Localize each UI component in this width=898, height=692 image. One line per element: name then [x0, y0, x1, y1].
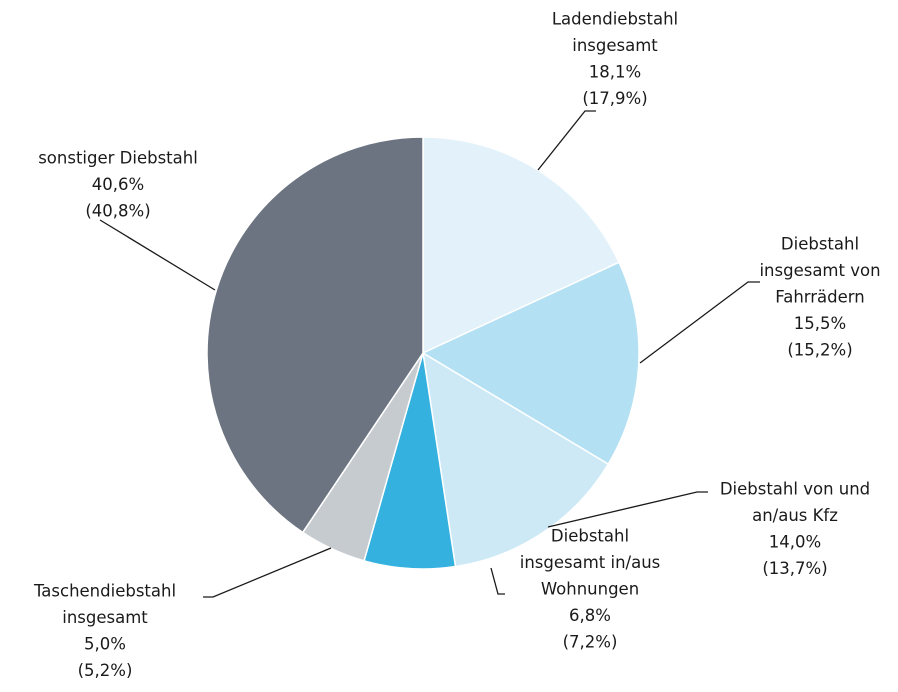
leader-line — [203, 547, 332, 598]
slice-label: Diebstahl — [551, 527, 629, 546]
slice-label: Ladendiebstahl — [552, 10, 678, 29]
value-label: 5,0% — [84, 635, 126, 654]
slice-label: insgesamt — [62, 608, 148, 627]
slice-label: an/aus Kfz — [752, 506, 838, 525]
leader-line — [537, 110, 596, 171]
leader-line — [490, 567, 505, 595]
slice-label: insgesamt in/aus — [520, 553, 661, 572]
pie-slice — [422, 136, 621, 355]
leader-line — [639, 281, 760, 364]
value-label: (5,2%) — [78, 661, 133, 680]
value-label: 6,8% — [569, 606, 611, 625]
pie-slice — [422, 351, 610, 568]
value-label: 18,1% — [589, 63, 641, 82]
slice-label: Fahrrädern — [775, 288, 865, 307]
pie-slice — [206, 136, 424, 534]
slice-label: Diebstahl — [781, 235, 859, 254]
value-label: (40,8%) — [85, 202, 150, 221]
value-label: 14,0% — [769, 533, 821, 552]
slice-label: Wohnungen — [541, 580, 639, 599]
value-label: (7,2%) — [563, 633, 618, 652]
value-label: 15,5% — [794, 314, 846, 333]
pie-slice — [421, 261, 640, 466]
slice-label: Diebstahl von und — [720, 480, 870, 499]
slice-label: insgesamt — [572, 36, 658, 55]
value-label: (13,7%) — [762, 559, 827, 578]
value-label: (17,9%) — [582, 89, 647, 108]
leader-line — [99, 219, 216, 291]
value-label: (15,2%) — [787, 341, 852, 360]
value-label: 40,6% — [92, 175, 144, 194]
leader-line — [547, 491, 708, 528]
slice-label: sonstiger Diebstahl — [38, 149, 198, 168]
slice-label: Taschendiebstahl — [33, 582, 176, 601]
slice-label: insgesamt von — [759, 261, 880, 280]
